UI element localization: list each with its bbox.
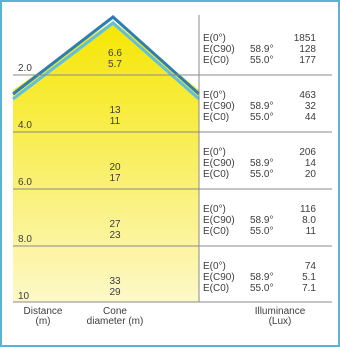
ec90-angle: 58.9° bbox=[250, 272, 274, 283]
ec90-value: 32 bbox=[304, 101, 316, 112]
distance-value: 8.0 bbox=[18, 234, 32, 245]
ec90-label: E(C90) bbox=[203, 215, 235, 226]
ec90-angle: 58.9° bbox=[250, 101, 274, 112]
ec0-label: E(C0) bbox=[203, 169, 230, 180]
ec0-value: 44 bbox=[304, 112, 316, 123]
distance-value: 10 bbox=[18, 291, 30, 302]
light-cone-area bbox=[13, 21, 199, 302]
ec0-value: 11 bbox=[305, 226, 316, 237]
cone-diameter-c0: 29 bbox=[109, 287, 121, 298]
e0-label: E(0°) bbox=[203, 261, 226, 272]
cone-diameter-c90: 20 bbox=[109, 162, 121, 173]
e0-label: E(0°) bbox=[203, 204, 226, 215]
ec90-angle: 58.9° bbox=[250, 158, 274, 169]
e0-label: E(0°) bbox=[203, 90, 226, 101]
ec0-label: E(C0) bbox=[203, 226, 230, 237]
cone-diameter-c90: 6.6 bbox=[108, 48, 122, 59]
ec0-angle: 55.0° bbox=[250, 226, 274, 237]
ec90-angle: 58.9° bbox=[250, 44, 274, 55]
cone-edge-c90 bbox=[12, 15, 201, 96]
ec90-value: 14 bbox=[304, 158, 316, 169]
cone-diameter-c90: 33 bbox=[109, 276, 121, 287]
ec90-label: E(C90) bbox=[203, 158, 235, 169]
ec0-value: 177 bbox=[299, 55, 316, 66]
distance-value: 6.0 bbox=[18, 177, 32, 188]
ec0-angle: 55.0° bbox=[250, 169, 274, 180]
ec90-angle: 58.9° bbox=[250, 215, 274, 226]
e0-value: 116 bbox=[300, 204, 316, 215]
e0-label: E(0°) bbox=[203, 147, 226, 158]
ec0-angle: 55.0° bbox=[250, 55, 274, 66]
e0-value: 74 bbox=[304, 261, 316, 272]
ec0-value: 7.1 bbox=[302, 283, 316, 294]
cone-diameter-c0: 11 bbox=[109, 116, 121, 127]
ec0-value: 20 bbox=[304, 169, 316, 180]
distance-unit: (m) bbox=[35, 316, 51, 327]
e0-value: 463 bbox=[299, 90, 316, 101]
ec0-label: E(C0) bbox=[203, 55, 230, 66]
illuminance-unit: (Lux) bbox=[268, 316, 292, 327]
cone-diameter-c90: 27 bbox=[109, 219, 121, 230]
ec90-label: E(C90) bbox=[203, 44, 235, 55]
ec90-value: 8.0 bbox=[302, 215, 316, 226]
ec90-label: E(C90) bbox=[203, 101, 235, 112]
ec0-angle: 55.0° bbox=[250, 283, 274, 294]
cone-diameter-c0: 5.7 bbox=[108, 59, 122, 70]
cone-diameter-label: Cone bbox=[103, 306, 127, 317]
illuminance-label: Illuminance bbox=[254, 306, 306, 317]
ec0-label: E(C0) bbox=[203, 283, 230, 294]
cone-diameter-c0: 17 bbox=[109, 173, 121, 184]
distance-label: Distance bbox=[23, 306, 63, 317]
ec0-angle: 55.0° bbox=[250, 112, 274, 123]
e0-value: 1851 bbox=[293, 33, 316, 44]
e0-value: 206 bbox=[299, 147, 316, 158]
ec0-label: E(C0) bbox=[203, 112, 230, 123]
distance-value: 4.0 bbox=[18, 120, 32, 131]
distance-value: 2.0 bbox=[18, 63, 32, 74]
cone-diameter-c0: 23 bbox=[109, 230, 121, 241]
cone-edge-c0 bbox=[12, 21, 200, 101]
ec90-label: E(C90) bbox=[203, 272, 235, 283]
cone-diameter-c90: 13 bbox=[109, 105, 121, 116]
cone-diameter-unit: diameter (m) bbox=[86, 316, 144, 327]
e0-label: E(0°) bbox=[203, 33, 226, 44]
ec90-value: 5.1 bbox=[302, 272, 316, 283]
ec90-value: 128 bbox=[299, 44, 316, 55]
